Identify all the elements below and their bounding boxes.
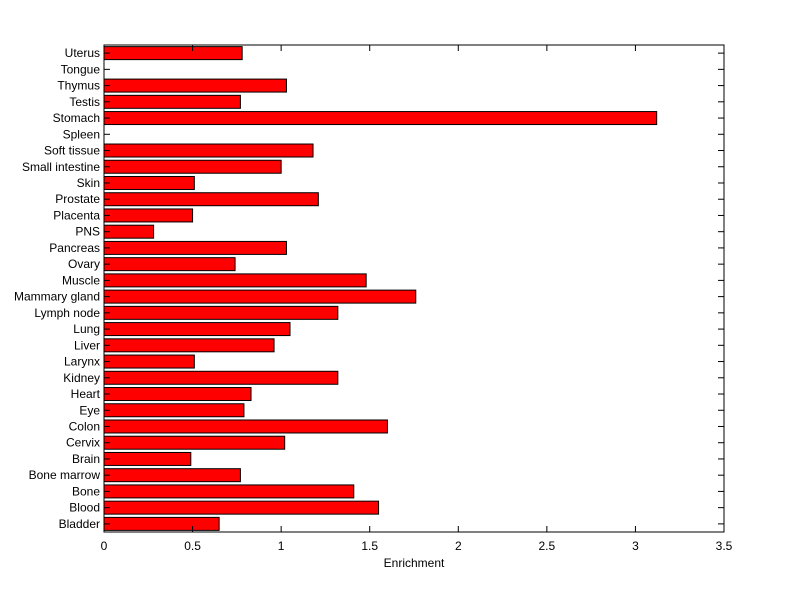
- x-tick-label: 1.5: [361, 539, 378, 553]
- bar-uterus: [103, 46, 243, 61]
- ticks-group: [103, 45, 725, 532]
- y-tick-label: Lung: [73, 322, 100, 336]
- y-tick-label: Bone marrow: [29, 468, 101, 482]
- y-tick-label: Muscle: [62, 273, 100, 287]
- y-tick-label: Lymph node: [34, 306, 100, 320]
- y-tick-label: Uterus: [65, 46, 100, 60]
- bar-heart: [103, 387, 252, 402]
- y-tick-label: Kidney: [63, 371, 100, 385]
- y-tick-label: Larynx: [64, 355, 100, 369]
- bar-mammary-gland: [103, 289, 417, 304]
- y-tick-labels: Bladder Blood Bone Bone marrow Brain Cervix Co…: [14, 46, 101, 531]
- x-tick-label: 0.5: [184, 539, 201, 553]
- bar-pancreas: [103, 240, 287, 255]
- y-tick-label: PNS: [75, 225, 100, 239]
- bar-kidney: [103, 370, 339, 385]
- x-tick-label: 2: [455, 539, 462, 553]
- x-tick-labels: 0 0.5 1 1.5 2 2.5 3 3.5: [101, 539, 733, 553]
- bars-group: [103, 46, 658, 531]
- bar-testis: [103, 94, 241, 109]
- y-tick-label: Thymus: [57, 79, 100, 93]
- bar-bladder: [103, 516, 220, 531]
- bar-stomach: [103, 111, 658, 126]
- y-tick-label: Skin: [77, 176, 100, 190]
- bar-thymus: [103, 78, 287, 93]
- bar-eye: [103, 403, 245, 418]
- bar-colon: [103, 419, 388, 434]
- bar-cervix: [103, 435, 286, 450]
- bar-skin: [103, 175, 195, 190]
- bar-liver: [103, 338, 275, 353]
- bar-placenta: [103, 208, 194, 223]
- bar-bone-marrow: [103, 468, 241, 483]
- bar-larynx: [103, 354, 195, 369]
- x-tick-label: 3: [632, 539, 639, 553]
- bar-prostate: [103, 192, 319, 207]
- bar-muscle: [103, 273, 367, 288]
- y-tick-label: Soft tissue: [44, 144, 100, 158]
- y-tick-label: Heart: [71, 387, 101, 401]
- bar-lymph-node: [103, 305, 339, 320]
- y-tick-label: Spleen: [63, 127, 100, 141]
- y-tick-label: Testis: [69, 95, 100, 109]
- bar-pns: [103, 224, 155, 239]
- y-tick-label: Brain: [72, 452, 100, 466]
- y-tick-label: Blood: [69, 501, 100, 515]
- y-tick-label: Placenta: [53, 208, 100, 222]
- bar-brain: [103, 451, 192, 466]
- bar-bone: [103, 484, 355, 499]
- bar-small-intestine: [103, 159, 282, 174]
- x-tick-label: 2.5: [539, 539, 556, 553]
- bar-soft-tissue: [103, 143, 314, 158]
- x-axis-label: Enrichment: [384, 556, 445, 570]
- x-tick-label: 1: [278, 539, 285, 553]
- y-tick-label: Prostate: [55, 192, 100, 206]
- bar-ovary: [103, 257, 236, 272]
- y-tick-label: Bone: [72, 484, 100, 498]
- plot-area-frame: [103, 44, 725, 533]
- y-tick-label: Small intestine: [22, 160, 100, 174]
- y-tick-label: Stomach: [53, 111, 100, 125]
- y-tick-label: Bladder: [59, 517, 100, 531]
- x-tick-label: 0: [101, 539, 108, 553]
- x-tick-label: 3.5: [716, 539, 733, 553]
- y-tick-label: Ovary: [68, 257, 100, 271]
- y-tick-label: Pancreas: [49, 241, 100, 255]
- y-tick-label: Colon: [69, 419, 100, 433]
- y-tick-label: Mammary gland: [14, 290, 100, 304]
- bar-blood: [103, 500, 380, 515]
- y-tick-label: Liver: [74, 338, 100, 352]
- y-tick-label: Tongue: [61, 62, 101, 76]
- bar-lung: [103, 322, 291, 337]
- y-tick-label: Eye: [79, 403, 100, 417]
- y-tick-label: Cervix: [66, 436, 100, 450]
